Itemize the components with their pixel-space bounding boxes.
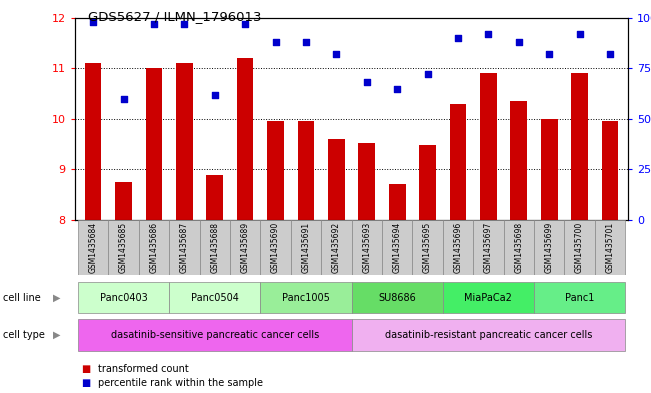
Point <box>148 20 159 27</box>
Bar <box>473 220 504 275</box>
Text: Panc0403: Panc0403 <box>100 293 147 303</box>
Point <box>574 31 585 37</box>
Text: GSM1435690: GSM1435690 <box>271 222 280 273</box>
Text: GSM1435694: GSM1435694 <box>393 222 402 273</box>
Point <box>270 39 281 45</box>
Text: dasatinib-sensitive pancreatic cancer cells: dasatinib-sensitive pancreatic cancer ce… <box>111 330 319 340</box>
Point <box>361 79 372 86</box>
Text: GDS5627 / ILMN_1796013: GDS5627 / ILMN_1796013 <box>88 10 262 23</box>
Bar <box>328 139 344 220</box>
Bar <box>237 58 253 220</box>
Point <box>210 92 220 98</box>
Bar <box>146 68 162 220</box>
Text: GSM1435693: GSM1435693 <box>362 222 371 273</box>
Bar <box>206 174 223 220</box>
Text: GSM1435696: GSM1435696 <box>454 222 462 273</box>
Bar <box>480 73 497 220</box>
Point <box>605 51 615 57</box>
Text: GSM1435701: GSM1435701 <box>605 222 615 273</box>
Bar <box>260 220 291 275</box>
Bar <box>352 320 625 351</box>
Bar <box>534 282 625 313</box>
Bar <box>85 63 102 220</box>
Text: ▶: ▶ <box>53 293 61 303</box>
Text: Panc0504: Panc0504 <box>191 293 239 303</box>
Text: MiaPaCa2: MiaPaCa2 <box>464 293 512 303</box>
Bar <box>359 143 375 220</box>
Text: GSM1435700: GSM1435700 <box>575 222 584 273</box>
Text: cell type: cell type <box>3 330 45 340</box>
Bar <box>199 220 230 275</box>
Point <box>483 31 493 37</box>
Bar <box>571 73 588 220</box>
Bar <box>78 220 108 275</box>
Bar <box>230 220 260 275</box>
Text: ▶: ▶ <box>53 330 61 340</box>
Bar <box>450 104 466 220</box>
Bar <box>291 220 321 275</box>
Bar <box>139 220 169 275</box>
Text: GSM1435695: GSM1435695 <box>423 222 432 273</box>
Text: transformed count: transformed count <box>98 364 188 374</box>
Bar <box>169 220 199 275</box>
Text: ■: ■ <box>81 364 90 374</box>
Bar <box>267 121 284 220</box>
Bar <box>443 282 534 313</box>
Point <box>514 39 524 45</box>
Bar <box>176 63 193 220</box>
Text: Panc1: Panc1 <box>565 293 594 303</box>
Bar <box>115 182 132 220</box>
Point <box>240 20 251 27</box>
Bar <box>389 184 406 220</box>
Bar <box>321 220 352 275</box>
Text: GSM1435684: GSM1435684 <box>89 222 98 273</box>
Point <box>88 18 98 25</box>
Bar <box>412 220 443 275</box>
Bar <box>169 282 260 313</box>
Text: GSM1435685: GSM1435685 <box>119 222 128 273</box>
Bar <box>564 220 595 275</box>
Text: percentile rank within the sample: percentile rank within the sample <box>98 378 262 388</box>
Text: GSM1435692: GSM1435692 <box>332 222 341 273</box>
Text: dasatinib-resistant pancreatic cancer cells: dasatinib-resistant pancreatic cancer ce… <box>385 330 592 340</box>
Bar <box>602 121 618 220</box>
Text: GSM1435699: GSM1435699 <box>545 222 553 273</box>
Bar <box>510 101 527 220</box>
Point <box>544 51 555 57</box>
Point <box>331 51 342 57</box>
Bar <box>504 220 534 275</box>
Bar <box>108 220 139 275</box>
Bar <box>298 121 314 220</box>
Bar <box>260 282 352 313</box>
Bar <box>352 282 443 313</box>
Text: GSM1435691: GSM1435691 <box>301 222 311 273</box>
Bar <box>443 220 473 275</box>
Text: ■: ■ <box>81 378 90 388</box>
Text: GSM1435687: GSM1435687 <box>180 222 189 273</box>
Bar <box>419 145 436 220</box>
Bar <box>78 282 169 313</box>
Text: SU8686: SU8686 <box>378 293 416 303</box>
Bar <box>78 320 352 351</box>
Point <box>118 95 129 102</box>
Bar <box>382 220 412 275</box>
Point <box>179 20 189 27</box>
Text: GSM1435689: GSM1435689 <box>241 222 249 273</box>
Text: GSM1435688: GSM1435688 <box>210 222 219 273</box>
Bar <box>352 220 382 275</box>
Point <box>452 35 463 41</box>
Point <box>301 39 311 45</box>
Bar <box>541 119 557 220</box>
Point <box>392 85 402 92</box>
Bar <box>595 220 625 275</box>
Point <box>422 71 433 77</box>
Text: Panc1005: Panc1005 <box>282 293 330 303</box>
Text: GSM1435698: GSM1435698 <box>514 222 523 273</box>
Bar <box>534 220 564 275</box>
Text: cell line: cell line <box>3 293 41 303</box>
Text: GSM1435697: GSM1435697 <box>484 222 493 273</box>
Text: GSM1435686: GSM1435686 <box>150 222 158 273</box>
